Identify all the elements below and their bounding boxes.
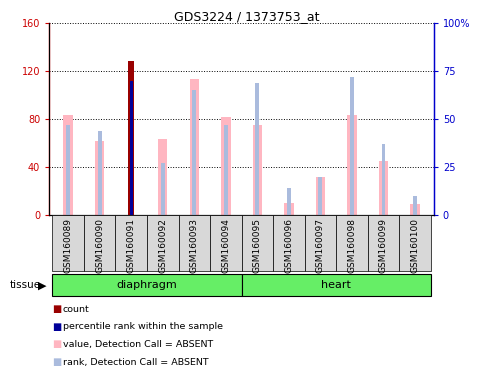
Bar <box>64 116 73 215</box>
Text: ▶: ▶ <box>37 280 46 290</box>
Bar <box>84 215 115 271</box>
Bar <box>336 215 368 271</box>
Bar <box>224 125 228 215</box>
Text: GSM160099: GSM160099 <box>379 218 388 273</box>
Bar <box>242 215 273 271</box>
Bar <box>130 81 133 215</box>
Text: tissue: tissue <box>10 280 41 290</box>
Text: rank, Detection Call = ABSENT: rank, Detection Call = ABSENT <box>63 358 208 367</box>
Text: GSM160096: GSM160096 <box>284 218 293 273</box>
Bar <box>147 215 178 271</box>
Bar <box>316 177 325 215</box>
Text: GSM160093: GSM160093 <box>190 218 199 273</box>
Bar <box>399 215 431 271</box>
Text: GSM160100: GSM160100 <box>411 218 420 273</box>
Text: value, Detection Call = ABSENT: value, Detection Call = ABSENT <box>63 340 213 349</box>
Bar <box>379 161 388 215</box>
Bar <box>242 274 431 296</box>
Bar <box>287 188 291 215</box>
Bar <box>178 215 210 271</box>
Bar <box>52 215 84 271</box>
Bar <box>158 139 168 215</box>
Bar <box>368 215 399 271</box>
Text: GSM160091: GSM160091 <box>127 218 136 273</box>
Text: ■: ■ <box>52 304 61 314</box>
Text: GSM160094: GSM160094 <box>221 218 230 273</box>
Bar <box>52 274 242 296</box>
Bar <box>347 116 356 215</box>
Bar <box>115 215 147 271</box>
Text: percentile rank within the sample: percentile rank within the sample <box>63 322 223 331</box>
Bar <box>161 163 165 215</box>
Bar <box>190 79 199 215</box>
Bar <box>305 215 336 271</box>
Text: GSM160098: GSM160098 <box>348 218 356 273</box>
Text: GSM160097: GSM160097 <box>316 218 325 273</box>
Bar <box>382 144 386 215</box>
Bar <box>128 61 134 215</box>
Bar <box>284 203 293 215</box>
Text: ■: ■ <box>52 322 61 332</box>
Text: ■: ■ <box>52 339 61 349</box>
Bar <box>95 141 105 215</box>
Bar <box>318 177 322 215</box>
Text: GSM160089: GSM160089 <box>64 218 72 273</box>
Text: count: count <box>63 305 89 314</box>
Text: heart: heart <box>321 280 351 290</box>
Bar <box>255 83 259 215</box>
Text: GSM160090: GSM160090 <box>95 218 104 273</box>
Text: ■: ■ <box>52 357 61 367</box>
Text: GDS3224 / 1373753_at: GDS3224 / 1373753_at <box>174 10 319 23</box>
Text: GSM160095: GSM160095 <box>253 218 262 273</box>
Bar <box>67 125 70 215</box>
Bar <box>410 204 420 215</box>
Bar <box>221 117 231 215</box>
Text: GSM160092: GSM160092 <box>158 218 167 273</box>
Bar <box>192 90 196 215</box>
Bar <box>413 196 417 215</box>
Text: diaphragm: diaphragm <box>117 280 177 290</box>
Bar <box>210 215 242 271</box>
Bar <box>98 131 102 215</box>
Bar <box>252 125 262 215</box>
Bar <box>273 215 305 271</box>
Bar <box>350 77 354 215</box>
